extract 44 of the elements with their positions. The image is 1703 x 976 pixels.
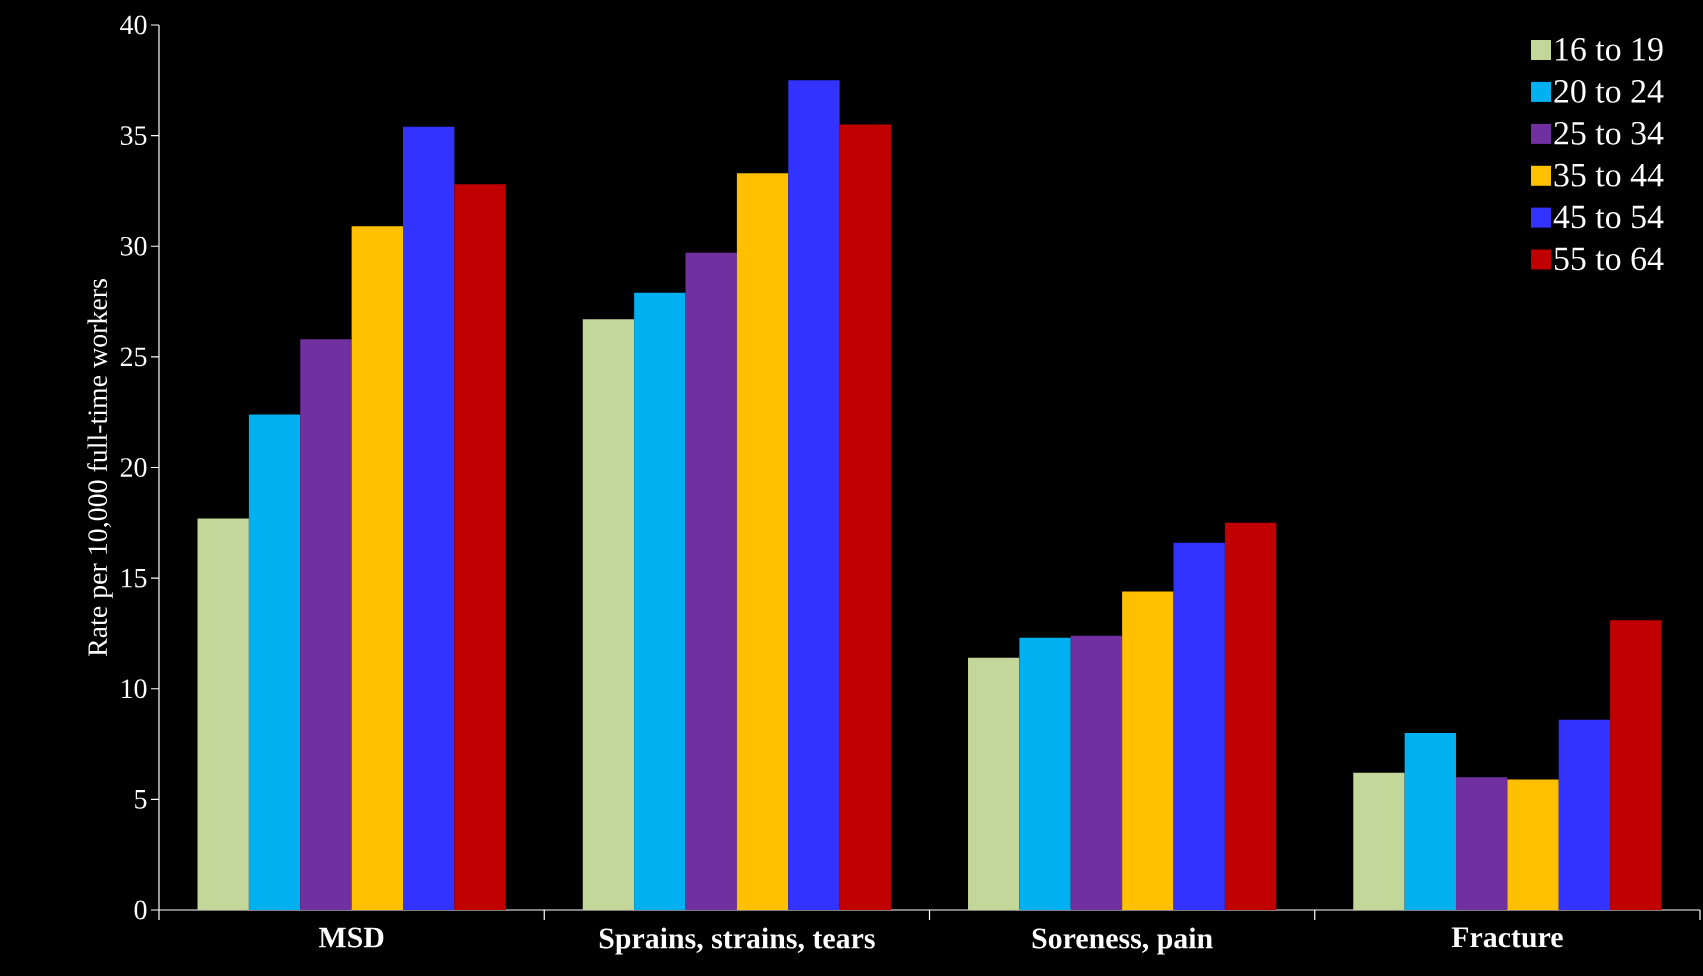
bar xyxy=(736,173,789,910)
legend-label: 25 to 34 xyxy=(1554,121,1664,145)
y-tick-label: 0 xyxy=(134,900,147,920)
bar xyxy=(968,657,1020,910)
legend-label: 16 to 19 xyxy=(1555,38,1663,61)
legend-label: 20 to 24 xyxy=(1554,79,1664,103)
y-tick-label: 20 xyxy=(120,458,147,477)
bar xyxy=(1456,777,1508,910)
y-tick-label: 10 xyxy=(122,679,147,699)
bar xyxy=(1507,779,1559,910)
bar xyxy=(1353,772,1405,910)
legend-label: 45 to 54 xyxy=(1553,205,1664,229)
bar xyxy=(788,80,840,910)
x-tick-label: MSD xyxy=(318,927,384,948)
y-tick-label: 15 xyxy=(122,568,147,588)
y-tick-label: 25 xyxy=(120,347,147,367)
y-axis-title: Rate per 10,000 full-time workers xyxy=(87,279,113,657)
bar xyxy=(248,414,301,910)
bar xyxy=(839,124,891,910)
bar xyxy=(1122,591,1174,910)
bar xyxy=(1558,719,1611,910)
bar xyxy=(300,339,352,910)
x-tick-label: Sprains, strains, tears xyxy=(599,927,875,955)
y-tick-label: 40 xyxy=(120,15,147,35)
x-tick-label: Soreness, pain xyxy=(1032,927,1213,955)
bar xyxy=(351,226,403,910)
bar xyxy=(197,518,249,910)
bar xyxy=(1404,733,1457,910)
bar xyxy=(1610,620,1662,910)
y-tick-label: 35 xyxy=(120,126,147,145)
bar xyxy=(403,126,455,910)
bar xyxy=(582,319,635,910)
bar xyxy=(685,252,737,910)
y-tick-label: 5 xyxy=(135,790,147,809)
y-tick-label: 30 xyxy=(120,236,147,256)
bar xyxy=(1019,637,1071,910)
bar xyxy=(454,184,506,910)
bar xyxy=(1070,635,1123,910)
bar xyxy=(634,292,686,910)
bar xyxy=(1173,542,1225,910)
legend-label: 35 to 44 xyxy=(1554,163,1664,187)
legend-label: 55 to 64 xyxy=(1554,247,1664,271)
x-tick-label: Fracture xyxy=(1451,927,1563,948)
bar xyxy=(1224,522,1277,910)
